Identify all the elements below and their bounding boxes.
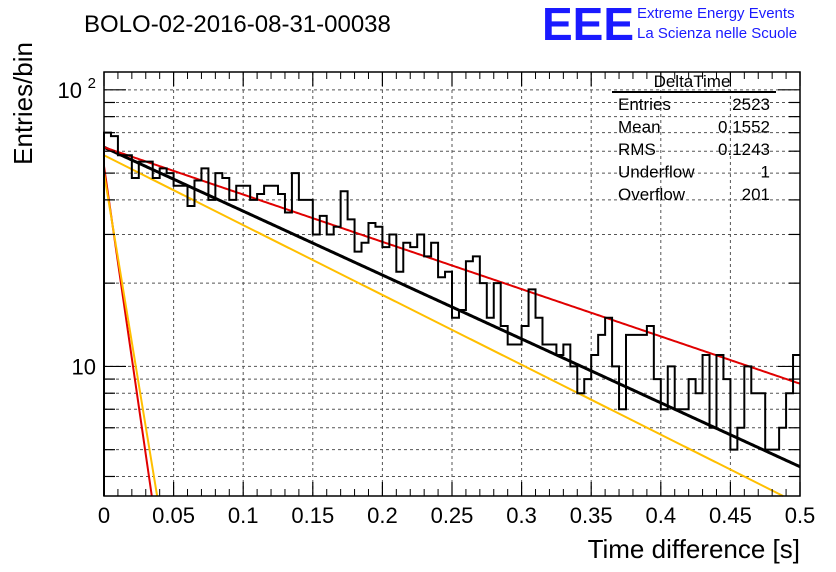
stats-rows: Entries 2523 Mean 0.1552 RMS 0.1243 Underflow 1… bbox=[618, 95, 770, 204]
chart-title: BOLO-02-2016-08-31-00038 bbox=[84, 11, 391, 38]
y-tick-label: 10 bbox=[58, 78, 82, 103]
stats-label: Overflow bbox=[618, 185, 686, 204]
x-axis-title: Time difference [s] bbox=[588, 534, 800, 564]
fit-curve-upper bbox=[103, 146, 801, 385]
x-tick-label: 0.15 bbox=[291, 503, 334, 528]
x-tick-labels: 0 0.05 0.1 0.15 0.2 0.25 0.3 0.35 0.4 0.45 0.5 bbox=[98, 503, 815, 528]
eee-logo: EEE Extreme Energy Events La Scienza nel… bbox=[542, 0, 797, 50]
x-tick-label: 0.1 bbox=[228, 503, 259, 528]
stats-value: 2523 bbox=[732, 95, 770, 114]
y-axis-title: Entries/bin bbox=[8, 42, 38, 165]
histogram-outline bbox=[103, 131, 800, 496]
x-tick-label: 0.45 bbox=[709, 503, 752, 528]
stats-value: 201 bbox=[742, 185, 770, 204]
stats-label: Mean bbox=[618, 118, 661, 137]
axis-ticks bbox=[103, 72, 801, 496]
stats-box: DeltaTime Entries 2523 Mean 0.1552 RMS 0.1243… bbox=[612, 72, 776, 204]
stats-label: Underflow bbox=[618, 163, 695, 182]
x-tick-label: 0 bbox=[98, 503, 110, 528]
x-tick-label: 0.5 bbox=[785, 503, 816, 528]
grid bbox=[104, 72, 800, 496]
stats-label: RMS bbox=[618, 140, 656, 159]
eee-logo-line2: La Scienza nelle Scuole bbox=[637, 25, 797, 42]
x-tick-label: 0.05 bbox=[152, 503, 195, 528]
x-tick-label: 0.2 bbox=[367, 503, 398, 528]
stats-value: 0.1552 bbox=[718, 118, 770, 137]
x-tick-label: 0.4 bbox=[646, 503, 677, 528]
eee-logo-mark: EEE bbox=[542, 0, 634, 50]
stats-value: 0.1243 bbox=[718, 140, 770, 159]
stats-label: Entries bbox=[618, 95, 671, 114]
y-tick-labels: 10 10 2 bbox=[58, 75, 96, 380]
fit-curve-lower bbox=[103, 154, 784, 497]
x-tick-label: 0.3 bbox=[506, 503, 537, 528]
stats-title: DeltaTime bbox=[654, 72, 731, 91]
y-tick-label: 10 bbox=[72, 354, 96, 379]
x-tick-label: 0.25 bbox=[431, 503, 474, 528]
eee-logo-line1: Extreme Energy Events bbox=[637, 5, 795, 22]
stats-value: 1 bbox=[761, 163, 770, 182]
y-tick-exponent: 2 bbox=[88, 75, 96, 92]
fit-curve-steep-yellow bbox=[103, 172, 159, 497]
x-tick-label: 0.35 bbox=[570, 503, 613, 528]
